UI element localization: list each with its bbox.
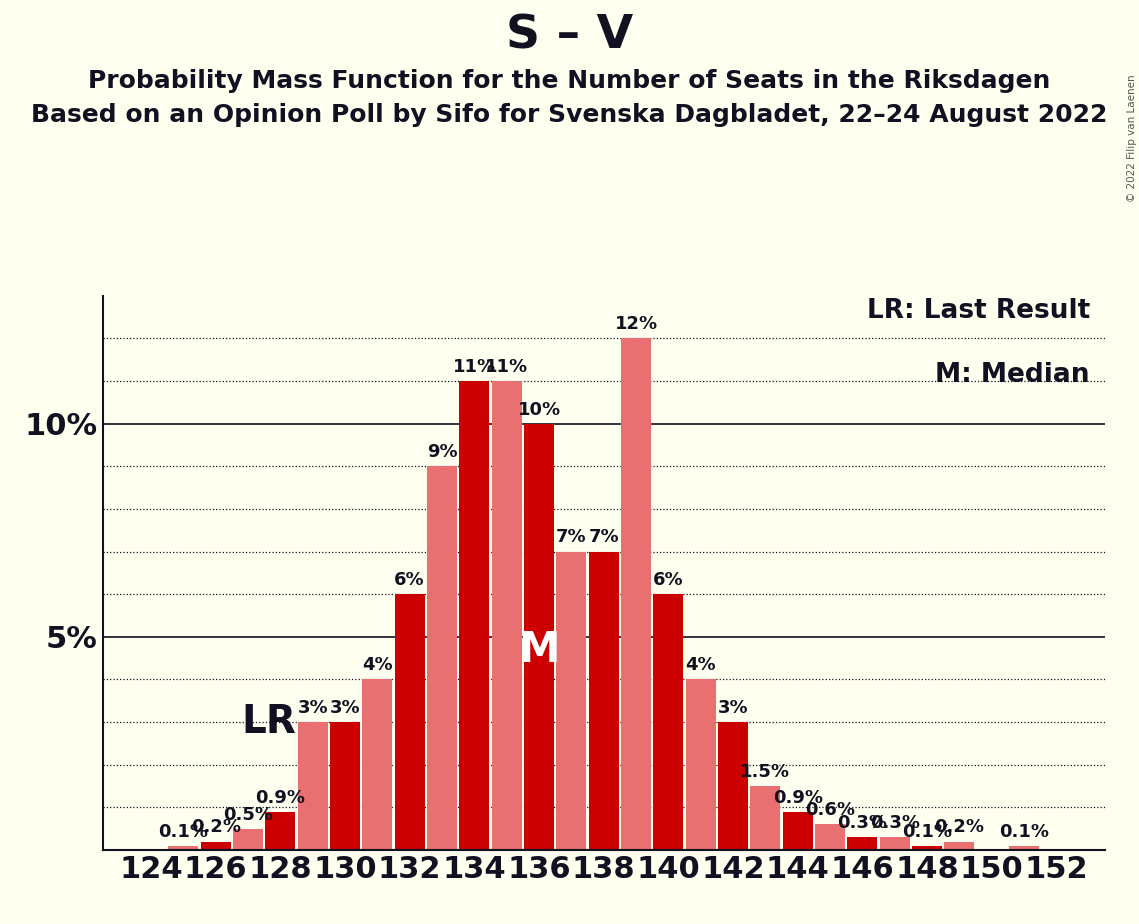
- Bar: [589, 552, 618, 850]
- Bar: [362, 679, 392, 850]
- Text: Based on an Opinion Poll by Sifo for Svenska Dagbladet, 22–24 August 2022: Based on an Opinion Poll by Sifo for Sve…: [31, 103, 1108, 128]
- Text: 0.9%: 0.9%: [255, 788, 305, 807]
- Bar: [912, 845, 942, 850]
- Text: 7%: 7%: [589, 529, 618, 546]
- Bar: [654, 594, 683, 850]
- Text: 6%: 6%: [394, 571, 425, 590]
- Bar: [169, 845, 198, 850]
- Bar: [459, 381, 490, 850]
- Text: Probability Mass Function for the Number of Seats in the Riksdagen: Probability Mass Function for the Number…: [89, 69, 1050, 93]
- Text: © 2022 Filip van Laenen: © 2022 Filip van Laenen: [1126, 74, 1137, 201]
- Text: 0.1%: 0.1%: [902, 822, 952, 841]
- Text: 0.3%: 0.3%: [837, 814, 887, 833]
- Bar: [751, 786, 780, 850]
- Text: M: M: [518, 628, 559, 671]
- Bar: [557, 552, 587, 850]
- Bar: [847, 837, 877, 850]
- Bar: [816, 824, 845, 850]
- Text: 10%: 10%: [517, 400, 560, 419]
- Bar: [233, 829, 263, 850]
- Text: 3%: 3%: [718, 699, 748, 717]
- Bar: [944, 842, 974, 850]
- Text: LR: Last Result: LR: Last Result: [867, 298, 1090, 324]
- Text: 3%: 3%: [329, 699, 360, 717]
- Bar: [718, 723, 748, 850]
- Text: 3%: 3%: [297, 699, 328, 717]
- Text: 0.5%: 0.5%: [223, 806, 273, 823]
- Text: 4%: 4%: [362, 656, 393, 675]
- Bar: [621, 338, 650, 850]
- Text: 0.9%: 0.9%: [772, 788, 822, 807]
- Bar: [297, 723, 328, 850]
- Bar: [879, 837, 910, 850]
- Text: 0.2%: 0.2%: [190, 819, 240, 836]
- Bar: [1009, 845, 1039, 850]
- Text: 0.3%: 0.3%: [870, 814, 919, 833]
- Text: 4%: 4%: [686, 656, 716, 675]
- Text: 6%: 6%: [653, 571, 683, 590]
- Bar: [330, 723, 360, 850]
- Text: 7%: 7%: [556, 529, 587, 546]
- Bar: [782, 811, 812, 850]
- Bar: [524, 423, 554, 850]
- Text: 1.5%: 1.5%: [740, 763, 790, 781]
- Text: LR: LR: [241, 703, 296, 741]
- Bar: [492, 381, 522, 850]
- Text: M: Median: M: Median: [935, 362, 1090, 388]
- Bar: [265, 811, 295, 850]
- Text: 0.1%: 0.1%: [999, 822, 1049, 841]
- Text: 11%: 11%: [485, 358, 528, 376]
- Text: 12%: 12%: [614, 315, 657, 334]
- Text: 9%: 9%: [427, 444, 458, 461]
- Text: 0.6%: 0.6%: [805, 801, 855, 820]
- Text: S – V: S – V: [506, 14, 633, 59]
- Bar: [200, 842, 230, 850]
- Text: 0.1%: 0.1%: [158, 822, 208, 841]
- Bar: [395, 594, 425, 850]
- Bar: [686, 679, 715, 850]
- Bar: [427, 467, 457, 850]
- Text: 11%: 11%: [453, 358, 495, 376]
- Text: 0.2%: 0.2%: [934, 819, 984, 836]
